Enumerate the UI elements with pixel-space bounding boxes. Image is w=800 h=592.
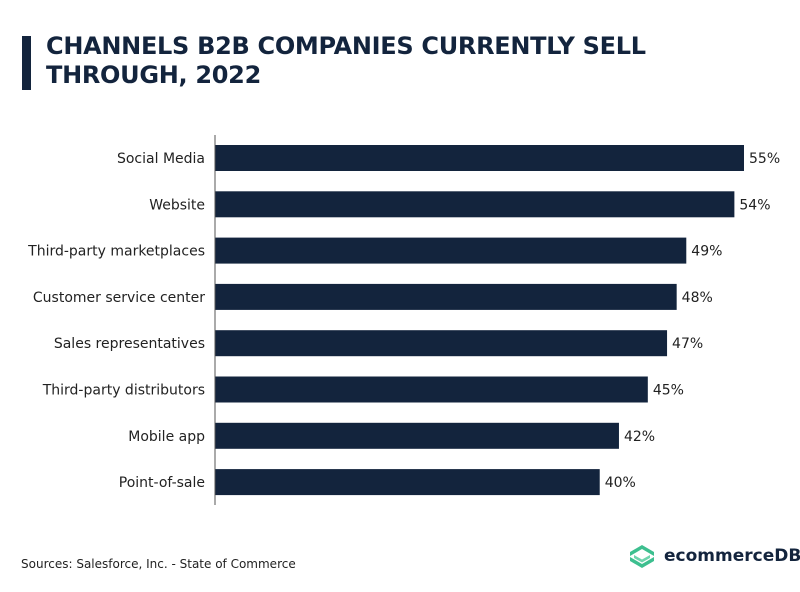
ecommercedb-logo: ecommerceDB (628, 542, 800, 570)
title-accent-bar (22, 36, 31, 90)
bar (215, 376, 648, 403)
data-label: 40% (605, 475, 636, 491)
data-label: 45% (653, 383, 684, 399)
category-label: Mobile app (128, 429, 205, 445)
category-label: Customer service center (33, 290, 205, 306)
source-note: Sources: Salesforce, Inc. - State of Com… (21, 557, 296, 571)
bar (215, 283, 677, 310)
category-label: Third-party marketplaces (27, 244, 205, 260)
bar (215, 422, 619, 449)
category-label: Sales representatives (54, 336, 205, 352)
bar (215, 145, 744, 171)
category-label: Website (149, 197, 205, 213)
data-label: 54% (739, 197, 770, 213)
logo-text: ecommerceDB (664, 546, 800, 566)
category-label: Social Media (117, 151, 205, 167)
data-label: 48% (682, 290, 713, 306)
bar (215, 469, 600, 496)
data-label: 49% (691, 244, 722, 260)
chart-title: CHANNELS B2B COMPANIES CURRENTLY SELL TH… (46, 32, 646, 89)
bar (215, 330, 668, 357)
bar (215, 237, 687, 264)
logo-icon (630, 545, 654, 568)
category-label: Third-party distributors (42, 383, 205, 399)
data-label: 47% (672, 336, 703, 352)
category-label: Point-of-sale (119, 475, 205, 491)
bar (215, 191, 735, 218)
data-label: 55% (749, 151, 780, 167)
data-label: 42% (624, 429, 655, 445)
